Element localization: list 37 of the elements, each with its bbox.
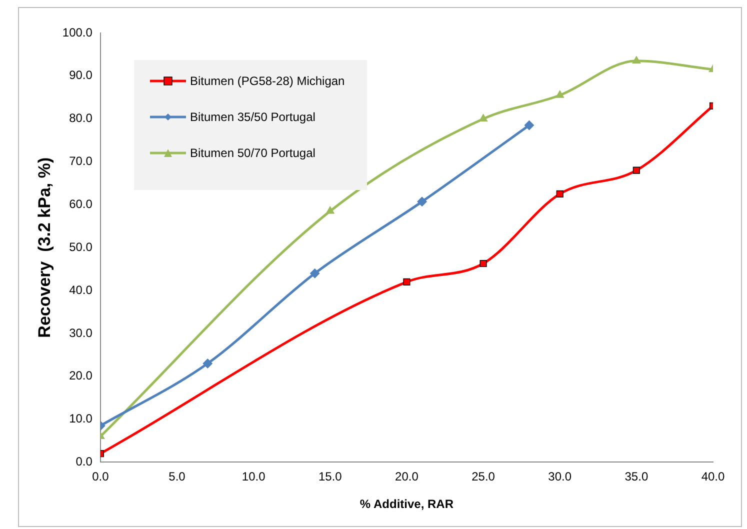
point (326, 206, 334, 214)
y-tick-label: 50.0 (69, 240, 93, 254)
point (632, 56, 641, 64)
legend-label: Bitumen (PG58-28) Michigan (190, 74, 345, 88)
x-tick-label: 15.0 (318, 470, 342, 484)
y-tick-label: 30.0 (69, 326, 93, 340)
x-tick-label: 0.0 (92, 470, 110, 484)
point (403, 278, 410, 286)
point (632, 166, 640, 174)
x-axis-title: % Additive, RAR (360, 497, 454, 512)
y-tick-label: 90.0 (69, 68, 93, 82)
point (524, 120, 534, 130)
x-tick-label: 35.0 (624, 470, 648, 484)
point (479, 114, 488, 122)
y-tick-label: 70.0 (69, 154, 93, 168)
legend-label: Bitumen 50/70 Portugal (190, 146, 316, 160)
x-tick-label: 25.0 (472, 470, 496, 484)
point (202, 358, 212, 368)
legend-label: Bitumen 35/50 Portugal (190, 110, 316, 124)
x-tick-label: 10.0 (242, 470, 266, 484)
point (480, 260, 487, 268)
point (417, 196, 427, 207)
y-axis-title: Recovery (3.2 kPa, %) (34, 157, 54, 338)
y-tick-label: 40.0 (69, 282, 93, 297)
point (556, 190, 564, 198)
x-tick-label: 5.0 (168, 470, 186, 484)
point (310, 268, 320, 278)
x-tick-label: 20.0 (395, 470, 419, 484)
y-tick-label: 20.0 (69, 368, 93, 383)
y-tick-label: 10.0 (69, 412, 93, 426)
x-tick-label: 40.0 (701, 470, 725, 484)
y-tick-label: 60.0 (69, 196, 93, 211)
y-tick-label: 80.0 (69, 111, 93, 126)
y-tick-label: 100.0 (62, 25, 93, 40)
point (556, 90, 564, 98)
y-tick-label: 0.0 (76, 454, 93, 469)
x-tick-label: 30.0 (548, 470, 572, 484)
